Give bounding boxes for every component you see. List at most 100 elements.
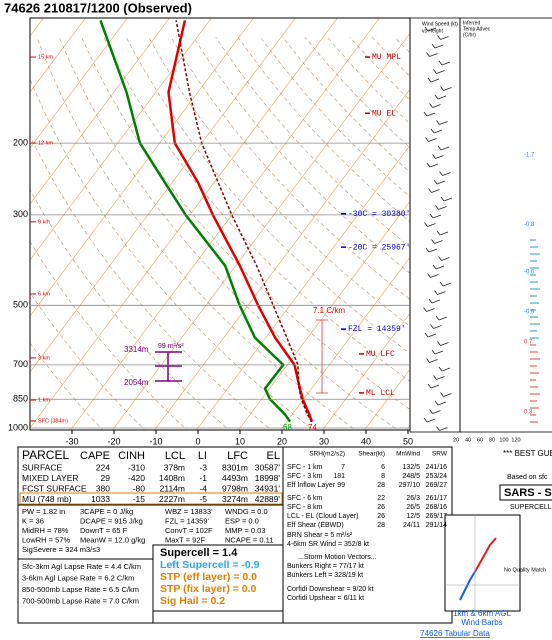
x-tick-label: 0 [195,436,200,446]
index: K = 36 [22,516,44,525]
kinematic-cell: 248/5 [402,473,420,480]
index: MaxT = 92F [165,535,206,544]
wind-barb [437,95,447,100]
inflow-bracket [155,351,182,382]
parcel-header: LFC [227,450,248,462]
y-tick-label: 300 [13,209,28,219]
wind-barb [443,87,452,91]
wind-barb [434,94,439,100]
isotherm [30,18,86,93]
inflow-top: 3314m [124,345,149,354]
annotation: MU MPL [372,53,401,62]
advection-title: (C/hr) [463,32,476,38]
height-label: 3 km [38,355,50,361]
wind-barb [428,188,432,193]
wind-barb [432,214,442,219]
index: MMP = 0.03 [225,526,266,535]
index: MidRH = 78% [22,526,69,535]
wind-barb [424,332,429,338]
wind-barb [433,179,438,185]
wind-barb [430,384,440,389]
wind-barb [431,43,436,49]
wind-barb [436,120,440,125]
wind-barb [429,359,438,363]
wind-barb [426,52,430,57]
index: DownT = 65 F [80,526,128,535]
wind-barb [425,137,429,142]
wind-speed-tick: 20 [453,437,459,443]
composite-box [152,544,284,612]
x-tick-label: -10 [149,436,162,446]
kinematic-cell: 268/16 [426,504,448,511]
kinematic-header: SRW [432,451,448,458]
surface-label: 68 [283,423,292,432]
y-tick-label: 700 [13,359,28,369]
kinematic-cell: SFC - 1 km [287,464,323,471]
wind-barb [441,367,451,372]
dry-adiabat [58,37,399,430]
annotation: -20C = 25967' [348,243,410,252]
index: LowRH = 57% [22,535,70,544]
parcel-cell: 29 [101,473,111,483]
isotherm [322,312,410,430]
kinematic-cell: 6 [381,464,385,471]
kinematic-cell: SFC - 3 km [287,473,323,480]
height-label: 15 km [38,54,53,60]
index: PW = 1.82 in [22,507,65,516]
wind-barb [429,103,433,108]
height-label: SFC (384m) [38,418,68,424]
wind-barb [440,86,444,91]
surface-label: 74 [308,423,317,432]
kinematic-cell: SFC - 6 km [287,495,323,502]
wind-barb [437,35,441,40]
wind-barb [438,256,442,261]
parcel-header: EL [267,450,280,462]
dry-adiabat [30,78,314,430]
wind-barb [436,70,445,74]
advection-value: -0.8 [524,222,535,228]
kinematic-cell: 291/14 [426,522,448,529]
wind-barb [436,230,441,236]
wind-barb [437,341,441,346]
index: SigSevere = 324 m3/s3 [22,545,100,554]
index: 3CAPE = 0 J/kg [80,507,133,516]
wind-speed-tick: 60 [477,437,483,443]
wind-barb [428,248,438,253]
wind-barb [431,189,440,193]
advection-value: 0.7 [524,340,533,346]
kinematic-header: SRH(m2/s2) [309,451,345,458]
parcel-cell: 380 [96,483,110,493]
dry-adiabat [193,37,410,274]
inflow-srh: 99 m²/s² [158,343,184,350]
index: FZL = 14359' [165,516,209,525]
wind-barb [430,274,439,278]
kinematic-cell: 132/5 [402,464,420,471]
wind-barb [438,60,443,66]
tabular-data-link[interactable]: 74626 Tabular Data [420,629,490,638]
parcel-cell: 3274m [222,494,248,504]
wind-barb [429,213,434,219]
storm-motion: Bunkers Right = 77/17 kt [287,563,364,570]
wind-barb [428,298,433,304]
index: NCAPE = 0.11 [225,535,273,544]
wind-barb [438,206,447,210]
wind-barb [442,172,451,176]
composite-index: Supercell = 1.4 [160,547,238,559]
mu-highlight [19,492,283,505]
wind-barb [426,112,436,117]
sars-title: SARS - Sc [504,487,552,499]
wind-barb [434,350,444,355]
advection-value: 0.3 [524,410,533,416]
wind-speed-tick: 80 [489,437,495,443]
wind-barb [429,409,433,414]
wind-barb [434,400,439,406]
parcel-cell: 1408m [159,473,185,483]
lapse-rate-label: 7.1 C/km [313,306,345,315]
wind-barb [430,78,440,83]
kinematic-extra: 4-6km SR Wind = 352/8 kt [287,541,369,548]
parcel-cell: -1 [199,473,207,483]
storm-motion: Bunkers Left = 328/19 kt [287,572,363,579]
wind-barb [431,299,441,304]
kinematic-cell: 261/17 [426,495,448,502]
